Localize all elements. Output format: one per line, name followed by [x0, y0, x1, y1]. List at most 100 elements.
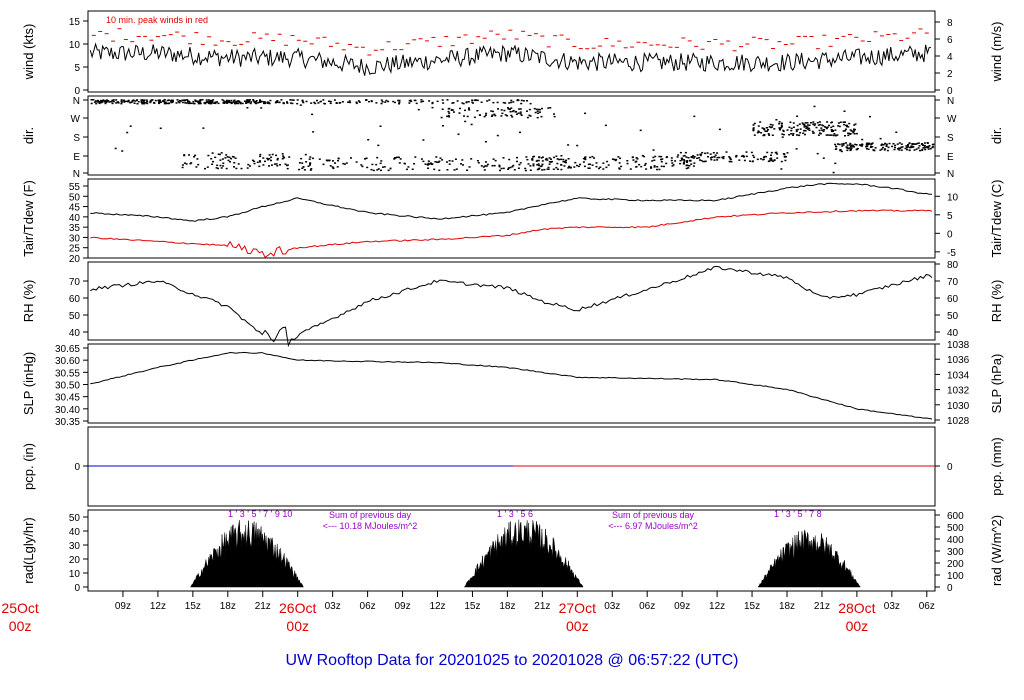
- dir-point: [660, 158, 662, 161]
- dir-point: [773, 128, 776, 130]
- dir-point: [910, 145, 913, 148]
- dir-point: [451, 109, 454, 111]
- dir-point: [519, 131, 521, 134]
- dir-point: [582, 157, 585, 160]
- dir-point: [818, 129, 821, 132]
- wind-right-tick-label: 4: [947, 52, 953, 63]
- x-tick-label: 12z: [150, 601, 166, 612]
- dir-point: [769, 123, 772, 126]
- dir-point: [166, 102, 169, 105]
- day-label-27Oct: 27Oct: [559, 600, 596, 616]
- dir-point: [894, 146, 896, 149]
- dir-point: [456, 100, 459, 102]
- dir-point: [882, 144, 885, 146]
- dir-point: [510, 107, 513, 109]
- dir-point: [266, 157, 269, 160]
- dir-point: [227, 100, 230, 103]
- dir-point: [629, 168, 632, 170]
- dir-point: [825, 134, 828, 136]
- dir-point: [303, 169, 306, 171]
- rad-left-axis-label: rad(Lgly/hr): [21, 517, 36, 583]
- dir-point: [483, 169, 486, 171]
- dir-point: [519, 162, 522, 164]
- dir-point: [753, 156, 756, 159]
- dir-point: [915, 148, 918, 150]
- dir-point: [867, 143, 869, 146]
- dir-point: [127, 100, 130, 103]
- dir-point: [431, 163, 434, 165]
- dir-point: [264, 102, 266, 105]
- pcp-left-tick-label: 0: [74, 462, 80, 473]
- dir-point: [109, 100, 112, 103]
- dir-point: [790, 133, 793, 135]
- dir-point: [652, 149, 655, 151]
- dir-point: [806, 122, 809, 124]
- dir-point: [768, 126, 771, 128]
- dir-point: [539, 165, 542, 168]
- dir-point: [553, 115, 556, 118]
- dir-point: [183, 99, 186, 102]
- dir-point: [394, 101, 396, 104]
- dir-point: [268, 154, 271, 156]
- dir-point: [926, 146, 929, 149]
- dir-point: [257, 102, 260, 104]
- dir-point: [224, 101, 227, 103]
- dir-point: [718, 156, 721, 159]
- dir-point: [533, 107, 536, 110]
- dir-point: [224, 157, 227, 159]
- dir-point: [692, 165, 695, 167]
- dir-point: [508, 102, 511, 104]
- dir-point: [508, 158, 511, 161]
- temp-left-tick-label: 45: [69, 203, 81, 214]
- dir-point: [267, 101, 270, 104]
- tdew-series-line: [90, 209, 933, 259]
- dir-point: [90, 102, 93, 105]
- dir-point: [93, 101, 96, 103]
- dir-point: [679, 159, 682, 162]
- dir-point: [826, 134, 829, 136]
- dir-point: [796, 115, 799, 117]
- dir-point: [226, 102, 228, 104]
- dir-point: [177, 101, 180, 103]
- dir-point: [322, 99, 325, 101]
- dir-point: [826, 121, 829, 123]
- dir-point: [283, 156, 285, 159]
- dir-point: [145, 99, 148, 101]
- dir-point: [494, 159, 497, 162]
- dir-point: [653, 165, 656, 167]
- dir-point: [752, 129, 755, 132]
- dir-point: [584, 158, 587, 161]
- dir-point: [365, 99, 368, 101]
- dir-point: [96, 101, 99, 103]
- dir-point: [849, 133, 852, 135]
- dir-point: [795, 129, 798, 131]
- dir-point: [240, 167, 243, 170]
- x-tick-label: 21z: [814, 601, 830, 612]
- dir-point: [466, 115, 469, 118]
- dir-point: [849, 129, 852, 131]
- dir-point: [135, 99, 138, 101]
- dir-point: [143, 99, 146, 101]
- dir-point: [137, 101, 140, 103]
- dir-point: [473, 99, 476, 101]
- dir-point: [910, 146, 913, 149]
- dir-point: [233, 162, 236, 164]
- dir-point: [389, 167, 392, 170]
- dir-point: [211, 152, 214, 154]
- dir-point: [90, 99, 93, 101]
- dir-point: [379, 162, 382, 165]
- dir-point: [398, 101, 401, 103]
- dir-point: [687, 164, 690, 167]
- dir-point: [765, 127, 768, 129]
- dir-point: [704, 152, 707, 155]
- dir-point: [549, 107, 552, 109]
- dir-point: [518, 163, 521, 166]
- dir-point: [269, 99, 272, 102]
- dir-point: [849, 144, 851, 146]
- dir-point: [553, 113, 555, 115]
- dir-point: [234, 157, 237, 159]
- dir-point: [273, 163, 276, 165]
- dir-point: [171, 101, 174, 103]
- dir-point: [778, 121, 781, 123]
- dir-point: [770, 151, 773, 154]
